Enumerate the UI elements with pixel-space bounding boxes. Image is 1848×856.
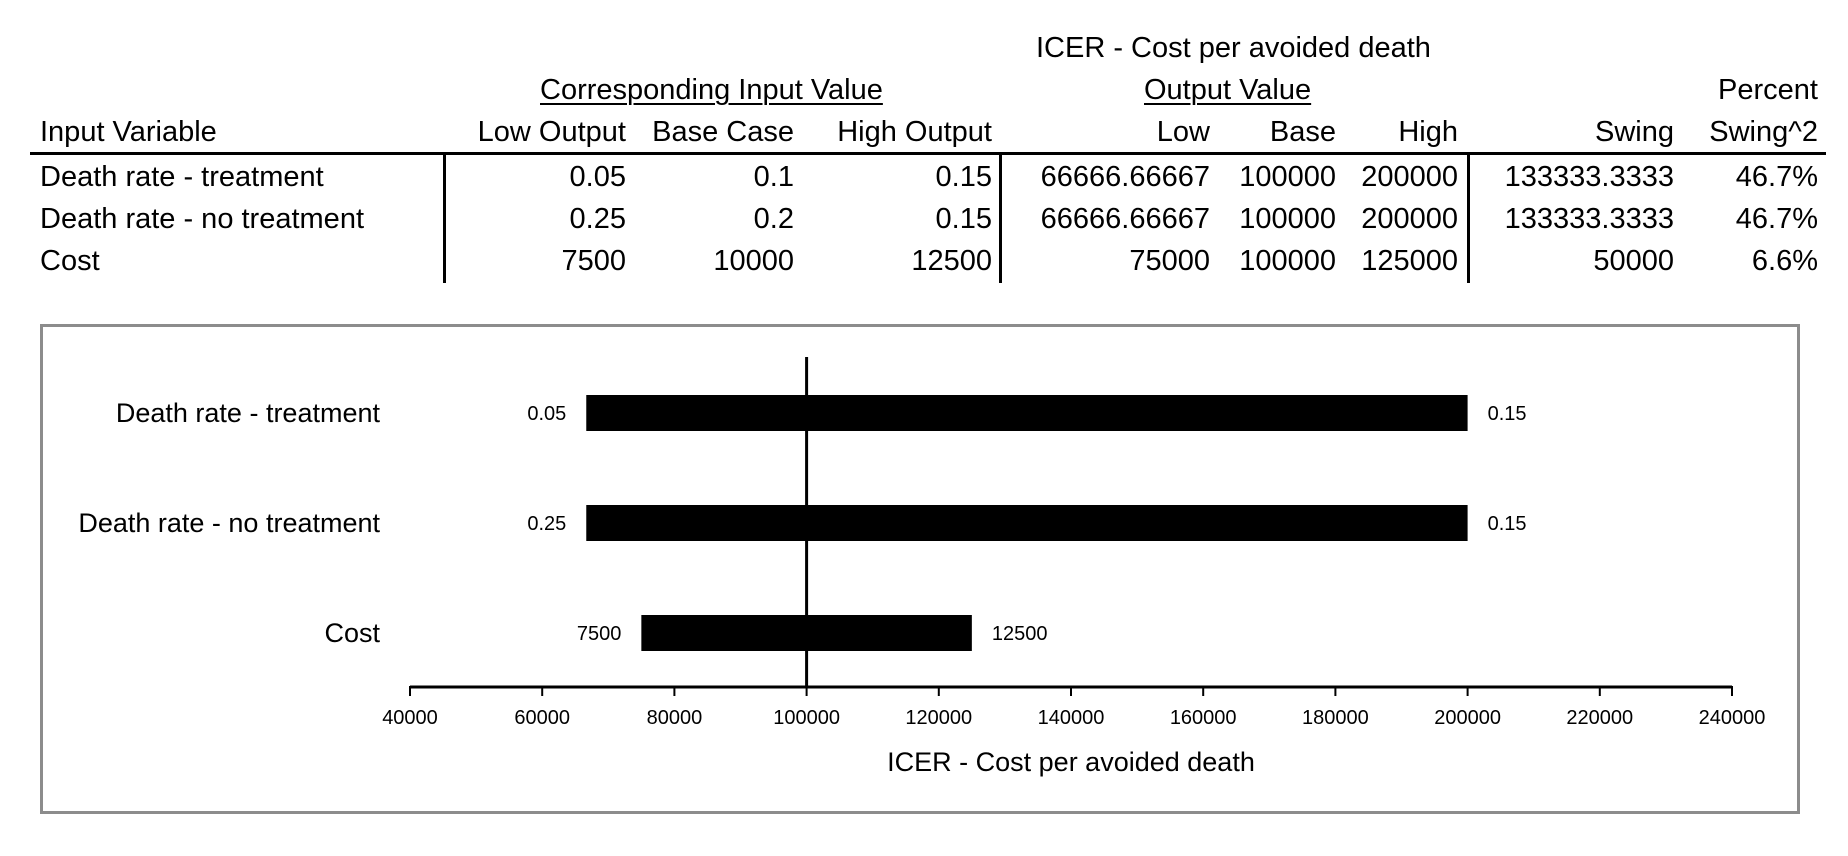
table-row-2-variable: Cost <box>40 245 100 277</box>
col-header-swing-squared: Swing^2 <box>1709 116 1818 148</box>
x-tick-label-6: 160000 <box>1170 707 1237 729</box>
tornado-bar-1 <box>586 505 1468 541</box>
table-row-1-high-input: 0.15 <box>935 203 992 235</box>
col-header-swing: Swing <box>1595 116 1674 148</box>
table-row-0-high-output: 200000 <box>1361 161 1458 193</box>
header-rule <box>30 152 1826 155</box>
col-header-base: Base <box>1269 116 1336 148</box>
table-row-0-low-input: 0.05 <box>569 161 626 193</box>
category-label-2: Cost <box>324 618 380 648</box>
col-header-low-output: Low Output <box>477 116 626 148</box>
x-tick-label-9: 220000 <box>1566 707 1633 729</box>
tornado-chart-frame <box>40 324 1800 814</box>
table-row-0-variable: Death rate - treatment <box>40 161 324 193</box>
table-row-1-high-output: 200000 <box>1361 203 1458 235</box>
table-row-2-high-input: 12500 <box>911 245 992 277</box>
col-header-base-case: Base Case <box>652 116 794 148</box>
table-row-2-low-input: 7500 <box>561 245 626 277</box>
table-row-0-base-input: 0.1 <box>753 161 794 193</box>
table-row-1-swing: 133333.3333 <box>1504 203 1674 235</box>
x-tick-label-10: 240000 <box>1699 707 1766 729</box>
column-divider-3 <box>1467 155 1470 283</box>
percent-header: Percent <box>1718 74 1818 106</box>
table-row-2-swing: 50000 <box>1593 245 1674 277</box>
table-row-2-high-output: 125000 <box>1361 245 1458 277</box>
table-row-1-variable: Death rate - no treatment <box>40 203 364 235</box>
x-tick-label-8: 200000 <box>1434 707 1501 729</box>
tornado-bar-0 <box>586 395 1468 431</box>
table-row-0-base-output: 100000 <box>1239 161 1336 193</box>
table-row-0-percent: 46.7% <box>1735 161 1818 193</box>
x-tick-label-4: 120000 <box>905 707 972 729</box>
table-row-1-low-output: 66666.66667 <box>1040 203 1210 235</box>
col-header-high-output: High Output <box>837 116 992 148</box>
x-tick-label-1: 60000 <box>514 707 570 729</box>
x-tick-label-7: 180000 <box>1302 707 1369 729</box>
col-header-low: Low <box>1156 116 1210 148</box>
x-tick-label-2: 80000 <box>647 707 703 729</box>
bar-low-label-1: 0.25 <box>527 513 566 535</box>
table-row-1-low-input: 0.25 <box>569 203 626 235</box>
table-row-2-low-output: 75000 <box>1129 245 1210 277</box>
table-row-1-percent: 46.7% <box>1735 203 1818 235</box>
category-label-1: Death rate - no treatment <box>78 508 380 538</box>
table-row-2-percent: 6.6% <box>1751 245 1818 277</box>
category-label-0: Death rate - treatment <box>116 398 381 428</box>
column-divider-1 <box>443 155 446 283</box>
output-header-title: ICER - Cost per avoided death <box>1036 32 1431 64</box>
table-row-1-base-input: 0.2 <box>753 203 794 235</box>
x-tick-label-0: 40000 <box>382 707 438 729</box>
table-row-1-base-output: 100000 <box>1239 203 1336 235</box>
x-axis-title: ICER - Cost per avoided death <box>887 747 1255 777</box>
col-header-input-variable: Input Variable <box>40 116 217 148</box>
table-row-0-low-output: 66666.66667 <box>1040 161 1210 193</box>
bar-low-label-0: 0.05 <box>527 403 566 425</box>
table-row-0-high-input: 0.15 <box>935 161 992 193</box>
x-tick-label-5: 140000 <box>1038 707 1105 729</box>
column-divider-2 <box>999 155 1002 283</box>
bar-high-label-1: 0.15 <box>1488 513 1527 535</box>
table-row-2-base-output: 100000 <box>1239 245 1336 277</box>
bar-low-label-2: 7500 <box>577 623 622 645</box>
col-header-high: High <box>1398 116 1458 148</box>
input-value-group-header: Corresponding Input Value <box>540 74 883 106</box>
output-value-group-header: Output Value <box>1144 74 1312 106</box>
table-row-0-swing: 133333.3333 <box>1504 161 1674 193</box>
bar-high-label-2: 12500 <box>992 623 1048 645</box>
table-row-2-base-input: 10000 <box>713 245 794 277</box>
x-tick-label-3: 100000 <box>773 707 840 729</box>
bar-high-label-0: 0.15 <box>1488 403 1527 425</box>
